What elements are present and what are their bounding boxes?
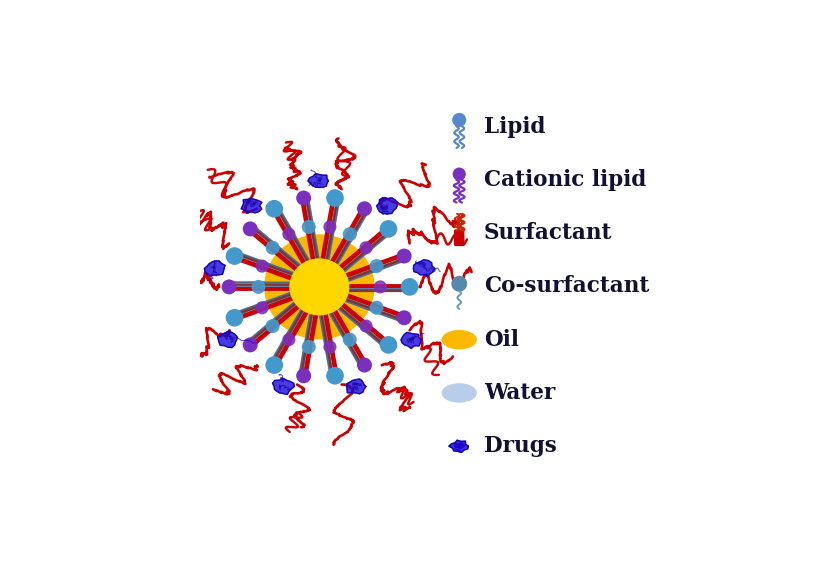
Ellipse shape (290, 259, 349, 315)
Circle shape (374, 281, 386, 293)
Circle shape (266, 357, 282, 373)
Circle shape (256, 260, 268, 272)
Circle shape (302, 340, 315, 353)
Polygon shape (347, 379, 366, 394)
Circle shape (266, 241, 279, 254)
Circle shape (222, 280, 236, 294)
Circle shape (297, 369, 310, 383)
Circle shape (344, 228, 356, 240)
Ellipse shape (442, 331, 476, 349)
Text: Surfactant: Surfactant (484, 222, 613, 244)
Circle shape (360, 242, 372, 254)
Circle shape (324, 341, 336, 353)
Circle shape (452, 277, 466, 291)
FancyBboxPatch shape (455, 230, 464, 246)
Polygon shape (204, 261, 225, 276)
Circle shape (324, 221, 336, 233)
Text: Co-surfactant: Co-surfactant (484, 275, 649, 298)
Circle shape (227, 248, 242, 264)
Text: Cationic lipid: Cationic lipid (484, 169, 647, 191)
Circle shape (344, 333, 356, 346)
Text: Oil: Oil (484, 329, 519, 350)
Polygon shape (308, 173, 329, 188)
Polygon shape (413, 260, 435, 276)
Circle shape (297, 191, 310, 205)
Text: Drugs: Drugs (484, 435, 557, 457)
Circle shape (302, 220, 315, 233)
Circle shape (243, 338, 257, 352)
Circle shape (402, 279, 417, 295)
Polygon shape (401, 332, 421, 349)
Circle shape (252, 281, 265, 293)
Circle shape (283, 229, 295, 240)
Ellipse shape (265, 235, 374, 339)
Text: Lipid: Lipid (484, 115, 545, 138)
Circle shape (266, 320, 279, 332)
Ellipse shape (442, 384, 476, 402)
Circle shape (370, 260, 383, 272)
Circle shape (360, 320, 372, 332)
Circle shape (266, 200, 282, 217)
Circle shape (453, 114, 466, 126)
Circle shape (243, 222, 257, 236)
Circle shape (227, 309, 242, 326)
Circle shape (256, 302, 268, 314)
Circle shape (358, 202, 371, 216)
Circle shape (453, 168, 465, 180)
Text: Water: Water (484, 382, 555, 404)
Circle shape (327, 190, 343, 206)
Polygon shape (377, 197, 398, 214)
Polygon shape (449, 440, 468, 452)
Circle shape (398, 311, 411, 325)
Circle shape (380, 221, 397, 237)
Circle shape (358, 358, 371, 372)
Polygon shape (272, 379, 294, 394)
Circle shape (370, 301, 383, 314)
Polygon shape (217, 332, 237, 347)
Polygon shape (242, 198, 262, 213)
Circle shape (283, 334, 295, 346)
Circle shape (327, 367, 343, 384)
Circle shape (380, 337, 397, 353)
Circle shape (398, 249, 411, 263)
